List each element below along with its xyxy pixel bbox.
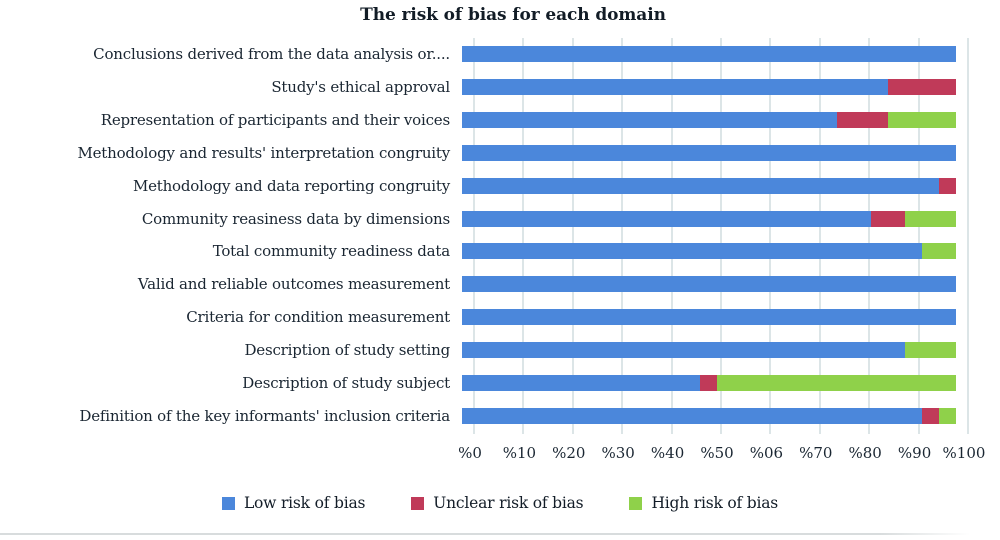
bar-segment-high [939,407,956,424]
legend-label: High risk of bias [651,494,779,512]
gridline-80 [868,38,871,434]
legend-swatch-icon [629,496,643,510]
x-tick-label: %80 [848,444,882,462]
bar-segment-low [462,374,701,391]
category-label: Community reasiness data by dimensions [141,209,450,228]
bar-segment-low [462,144,956,161]
bar-segment-unclear [939,177,956,194]
bar-segment-low [462,79,888,96]
category-label: Methodology and data reporting congruity [132,176,450,195]
bar-segment-low [462,276,956,293]
chart-row: Conclusions derived from the data analys… [0,38,1000,71]
chart-row: Total community readiness data [0,235,1000,268]
bar-segment-low [462,243,922,260]
gridline-70 [818,38,821,434]
legend-label: Unclear risk of bias [433,494,584,512]
bar-rows: Conclusions derived from the data analys… [0,38,1000,432]
bar-track [462,276,956,293]
chart-row: Description of study subject [0,366,1000,399]
bar-segment-low [462,342,906,359]
category-label: Total community readiness data [212,242,450,261]
category-label: Criteria for condition measurement [186,308,450,327]
bar-segment-low [462,112,837,129]
legend-swatch-icon [221,496,235,510]
gridline-06 [769,38,772,434]
legend-swatch-icon [411,496,425,510]
bar-track [462,243,956,260]
bar-segment-high [905,342,956,359]
x-tick-label: %10 [502,444,537,462]
bar-track [462,309,956,326]
chart-row: Description of study setting [0,334,1000,367]
bar-track [462,407,956,424]
bar-track [462,112,956,129]
bar-segment-unclear [922,407,940,424]
legend: Low risk of bias Unclear risk of bias High… [0,494,1000,512]
category-label: Description of study setting [244,341,450,360]
x-tick-label: %30 [601,444,635,462]
bar-segment-low [462,210,872,227]
bar-segment-high [905,210,956,227]
bar-track [462,177,956,194]
x-tick-label: %06 [749,444,784,462]
gridline-50 [720,38,722,434]
bar-track [462,342,956,359]
bar-segment-low [462,407,923,424]
bar-track [462,79,956,96]
gridline-0 [473,38,475,434]
bar-segment-high [887,112,956,129]
gridline-30 [621,38,624,434]
bar-track [462,46,956,63]
chart-row: Methodology and results' interpretation … [0,137,1000,170]
category-label: Valid and reliable outcomes measurement [137,275,450,294]
chart-row: Valid and reliable outcomes measurement [0,268,1000,301]
chart-row: Definition of the key informants' inclus… [0,399,1000,432]
x-tick-label: %40 [650,444,685,462]
gridlines [473,38,969,434]
category-label: Representation of participants and their… [100,111,450,130]
legend-item: High risk of bias [629,494,778,512]
category-label: Description of study subject [242,373,450,392]
figure-bottom-border [0,533,1000,535]
x-tick-label: %100 [942,444,986,462]
category-label: Methodology and results' interpretation … [77,143,450,162]
bar-segment-low [462,46,956,63]
category-label: Study's ethical approval [271,78,450,97]
bar-segment-high [717,374,956,391]
bar-segment-low [462,309,956,326]
x-axis: %0 %10 %20 %30 %40 %50 %06 %70 %80 %90 %100 [458,444,985,466]
bar-segment-unclear [836,112,888,129]
chart-row: Community reasiness data by dimensions [0,202,1000,235]
bar-segment-unclear [700,374,718,391]
chart-row: Study's ethical approval [0,71,1000,104]
bar-segment-low [462,177,940,194]
x-tick-label: %20 [552,444,586,462]
bar-track [462,144,956,161]
gridline-20 [571,38,574,434]
x-tick-label: %90 [897,444,932,462]
x-tick-label: %70 [799,444,833,462]
chart-row: Methodology and data reporting congruity [0,169,1000,202]
chart-row: Representation of participants and their… [0,104,1000,137]
chart-row: Criteria for condition measurement [0,301,1000,334]
legend-item: Unclear risk of bias [411,494,584,512]
category-label: Conclusions derived from the data analys… [93,45,450,64]
legend-item: Low risk of bias [221,494,366,512]
bar-track [462,374,956,391]
bar-track [462,210,956,227]
gridline-10 [522,38,525,434]
x-tick-label: %50 [700,444,734,462]
bar-segment-unclear [871,210,906,227]
category-label: Definition of the key informants' inclus… [79,406,450,425]
gridline-90 [917,38,920,434]
bar-segment-high [921,243,956,260]
gridline-100 [967,38,969,434]
legend-label: Low risk of bias [243,494,366,512]
bar-segment-unclear [887,79,956,96]
chart-title: The risk of bias for each domain [360,5,666,25]
x-tick-label: %0 [458,444,482,462]
gridline-40 [670,38,673,434]
